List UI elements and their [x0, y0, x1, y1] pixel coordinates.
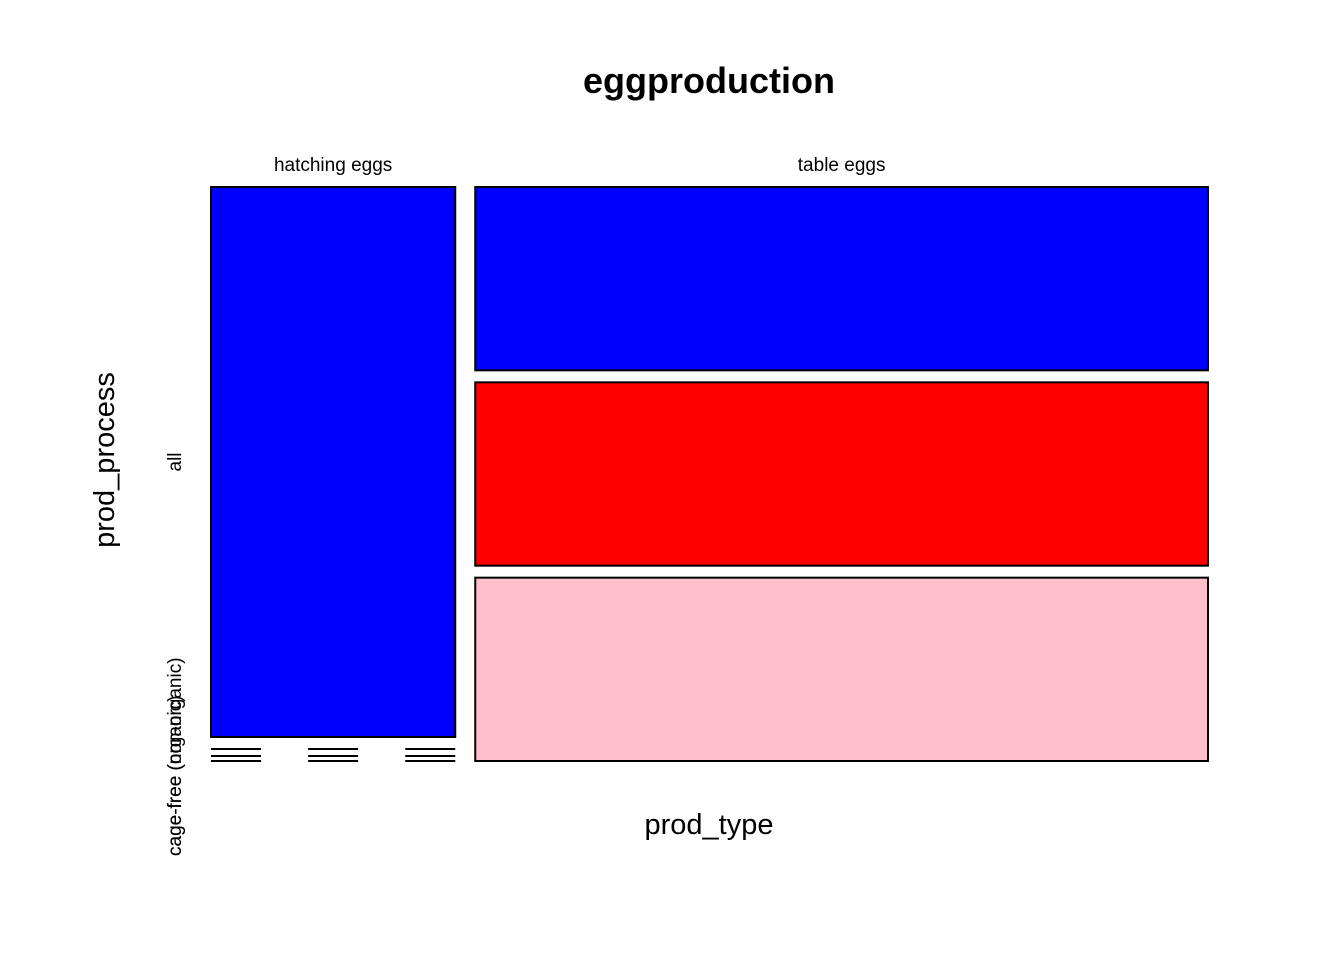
mosaic-cell [210, 186, 457, 738]
row-labels: all cage-free (non-organic)cage-free (org… [165, 452, 186, 856]
row-label: cage-free (non-organic) [165, 657, 186, 856]
mosaic-cell [474, 381, 1209, 567]
mosaic-cell [474, 186, 1209, 372]
column-labels: hatching eggs table eggs [274, 155, 886, 176]
zero-cell-markers [211, 748, 456, 762]
chart-title: eggproduction [583, 60, 835, 101]
column-label: table eggs [798, 155, 886, 176]
y-axis-label: prod_process [89, 372, 121, 548]
row-label: cage-free (organic) [165, 695, 186, 856]
row-label: all [165, 452, 186, 471]
x-axis-label: prod_type [645, 809, 774, 841]
mosaic-cell [474, 576, 1209, 763]
mosaic-cells [210, 186, 1209, 763]
column-label: hatching eggs [274, 155, 392, 176]
